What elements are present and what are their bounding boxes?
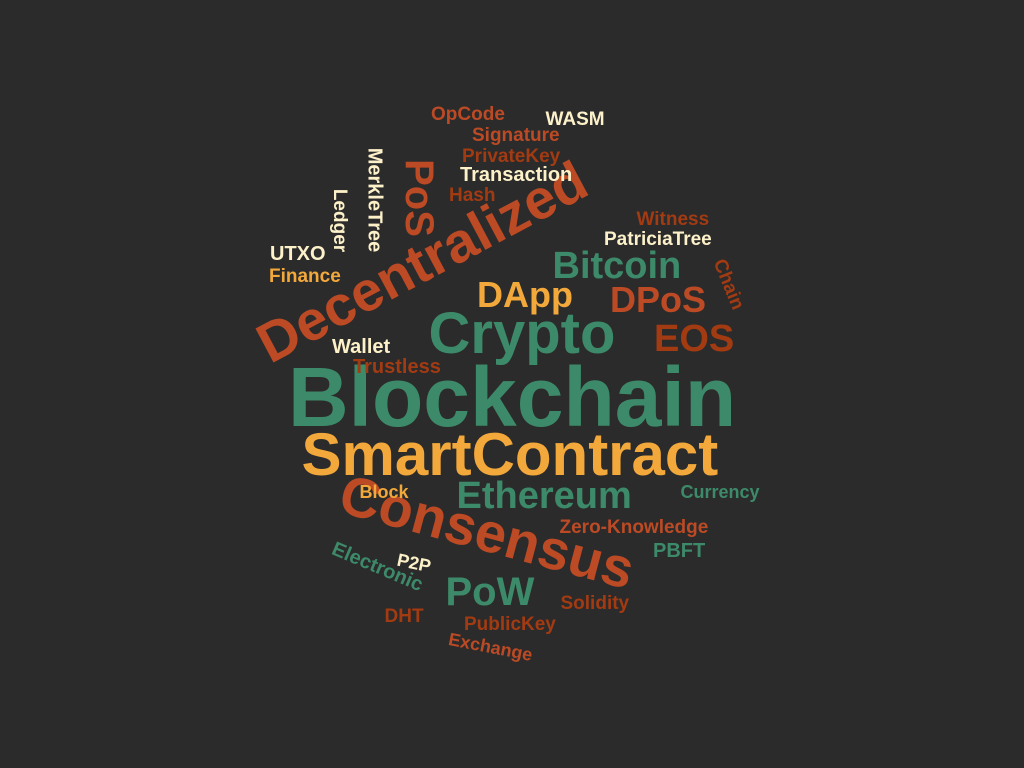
- word-opcode: OpCode: [431, 103, 505, 125]
- word-finance: Finance: [269, 265, 341, 287]
- word-bitcoin: Bitcoin: [552, 245, 682, 287]
- word-wallet: Wallet: [332, 336, 391, 358]
- word-transaction: Transaction: [460, 164, 573, 186]
- word-patriciatree: PatriciaTree: [604, 228, 712, 250]
- word-publickey: PublicKey: [464, 613, 556, 635]
- word-ledger: Ledger: [328, 188, 350, 252]
- word-hash: Hash: [449, 184, 496, 206]
- word-eos: EOS: [654, 318, 735, 360]
- word-chain: Chain: [708, 255, 748, 313]
- word-crypto: Crypto: [428, 301, 616, 366]
- word-signature: Signature: [472, 124, 560, 146]
- word-currency: Currency: [680, 482, 760, 502]
- word-blockchain: Blockchain: [288, 350, 737, 444]
- word-smartcontract: SmartContract: [301, 421, 719, 488]
- word-pos: PoS: [396, 159, 441, 237]
- word-dpos: DPoS: [610, 279, 707, 320]
- word-utxo: UTXO: [270, 243, 326, 265]
- word-block: Block: [359, 482, 409, 502]
- word-dapp: DApp: [477, 274, 573, 315]
- word-merkletree: MerkleTree: [362, 147, 385, 253]
- word-pbft: PBFT: [653, 540, 706, 562]
- word-ethereum: Ethereum: [456, 475, 632, 517]
- word-zero-knowledge: Zero-Knowledge: [559, 516, 709, 538]
- word-pow: PoW: [445, 570, 535, 614]
- word-privatekey: PrivateKey: [462, 145, 561, 167]
- word-solidity: Solidity: [560, 592, 630, 614]
- word-witness: Witness: [636, 208, 710, 230]
- word-dht: DHT: [384, 605, 424, 627]
- word-exchange: Exchange: [446, 629, 534, 665]
- word-trustless: Trustless: [353, 356, 441, 378]
- word-wasm: WASM: [545, 108, 605, 130]
